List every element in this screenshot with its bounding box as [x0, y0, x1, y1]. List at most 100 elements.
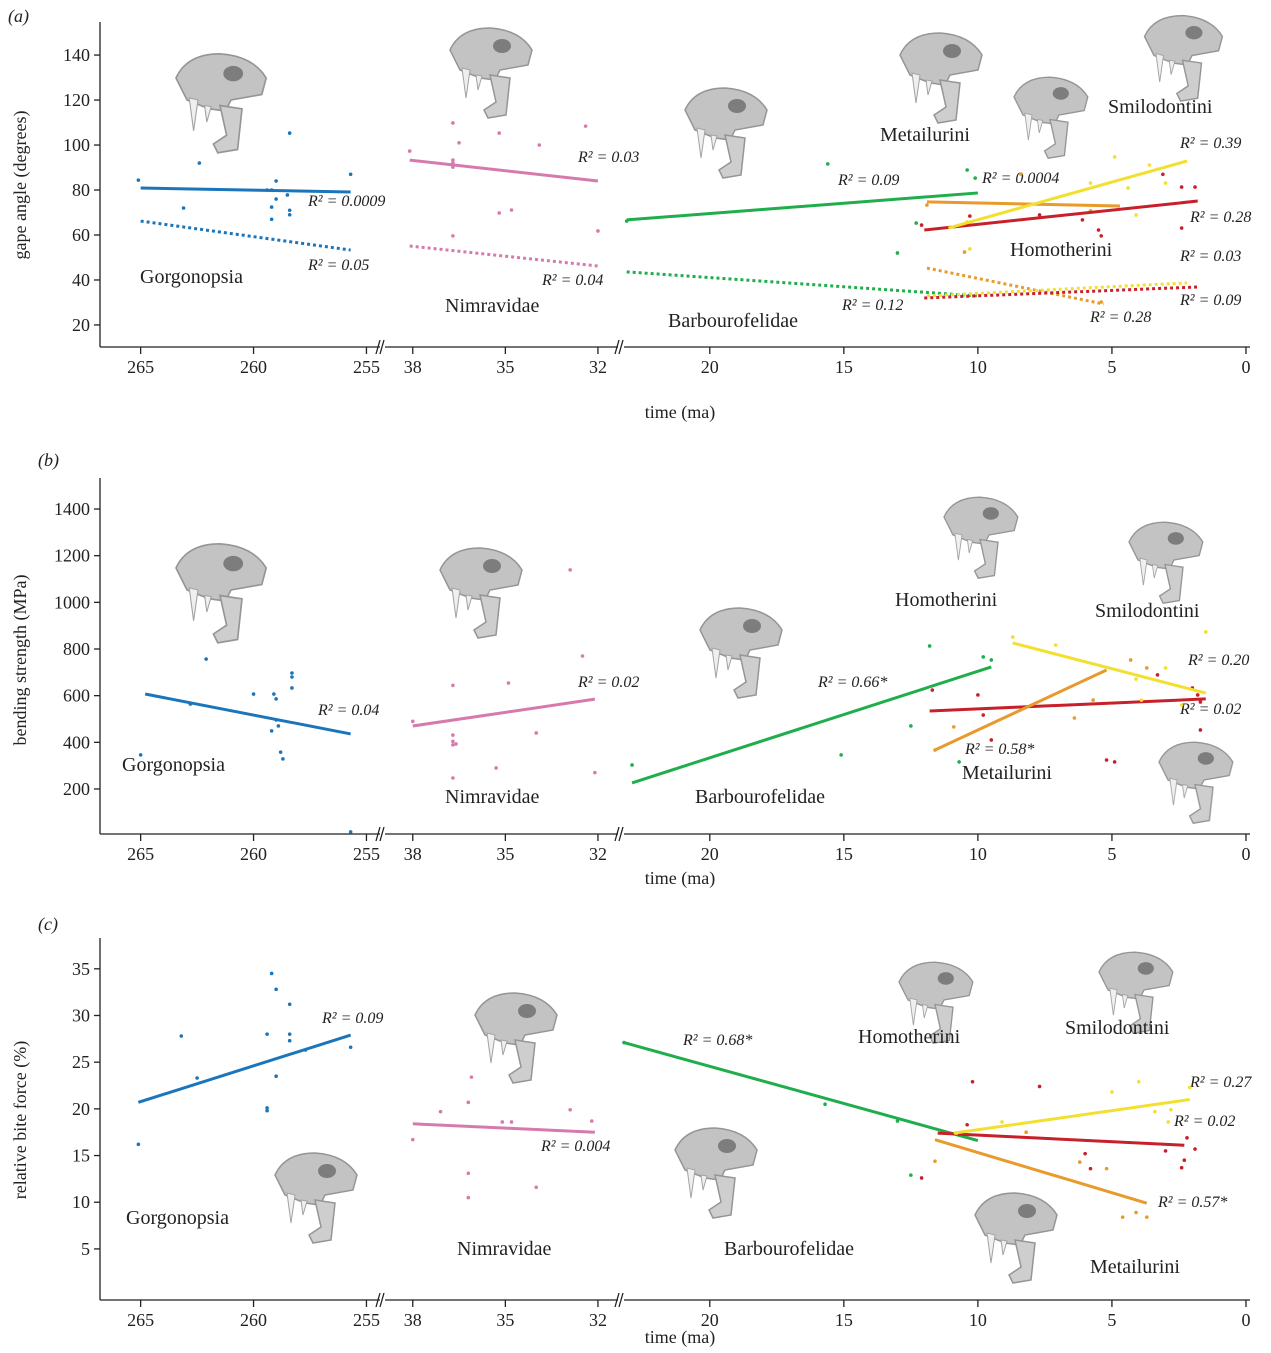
x-tick-label: 0 — [1241, 357, 1250, 377]
data-point — [274, 718, 278, 722]
data-point — [274, 179, 278, 183]
data-point — [1136, 1079, 1141, 1084]
r-squared-label: R² = 0.58* — [964, 741, 1034, 758]
axis-break — [618, 826, 624, 842]
data-point — [410, 1137, 415, 1142]
fit-line — [623, 1041, 979, 1143]
data-point — [537, 143, 542, 147]
data-point — [1099, 234, 1104, 238]
r-squared-label: R² = 0.12 — [841, 297, 903, 314]
data-point — [269, 188, 274, 192]
data-point — [285, 193, 290, 197]
data-point — [1037, 213, 1042, 217]
data-point — [454, 742, 458, 746]
data-point — [976, 693, 980, 697]
data-point — [954, 1131, 959, 1135]
axis-break — [379, 1292, 385, 1308]
data-point — [265, 1106, 269, 1110]
r-squared-label: R² = 0.66* — [817, 674, 887, 691]
data-point — [593, 770, 597, 775]
x-tick-label: 260 — [240, 1310, 267, 1330]
y-tick-label: 10 — [72, 1192, 90, 1212]
data-point — [534, 1185, 539, 1190]
data-point — [274, 697, 278, 701]
y-tick-label: 120 — [63, 90, 90, 110]
x-tick-label: 255 — [353, 844, 380, 864]
data-point — [1185, 1136, 1189, 1140]
group-name: Homotherini — [895, 589, 998, 611]
data-point — [272, 692, 276, 696]
fit-line — [934, 668, 1108, 752]
group-name: Nimravidae — [445, 786, 540, 808]
data-point — [1147, 163, 1152, 167]
r-squared-label: R² = 0.20 — [1187, 652, 1249, 669]
data-point — [568, 1108, 572, 1112]
data-point — [466, 1195, 471, 1200]
x-tick-label: 32 — [589, 357, 607, 377]
data-point — [1000, 1120, 1004, 1124]
data-point — [933, 1159, 937, 1163]
data-point — [348, 1045, 353, 1050]
y-tick-label: 5 — [81, 1239, 90, 1259]
x-tick-label: 15 — [835, 1310, 853, 1330]
x-axis-title: time (ma) — [645, 868, 715, 889]
x-tick-label: 20 — [701, 357, 719, 377]
data-point — [1096, 228, 1101, 232]
group-name: Smilodontini — [1095, 600, 1200, 622]
x-tick-label: 0 — [1241, 1310, 1250, 1330]
data-point — [823, 1102, 827, 1107]
y-tick-label: 600 — [63, 686, 90, 706]
data-point — [583, 124, 588, 128]
x-axis-title: time (ma) — [645, 402, 715, 423]
axis-break — [614, 1292, 620, 1308]
data-point — [1088, 181, 1093, 185]
data-point — [1110, 1090, 1114, 1094]
r-squared-label: R² = 0.03 — [1179, 248, 1241, 265]
data-point — [179, 1034, 184, 1038]
r-squared-label: R² = 0.09 — [321, 1010, 383, 1027]
data-point — [290, 671, 294, 675]
axis-break — [614, 339, 620, 355]
data-point — [1163, 1149, 1168, 1153]
y-tick-label: 100 — [63, 135, 90, 155]
axis-break — [379, 339, 385, 355]
axis-break — [379, 826, 385, 842]
data-point — [957, 760, 961, 764]
y-tick-label: 40 — [72, 270, 90, 290]
data-point — [509, 1120, 514, 1124]
data-point — [1037, 1084, 1042, 1089]
data-point — [1179, 226, 1184, 230]
y-axis-title: relative bite force (%) — [10, 1041, 31, 1199]
data-point — [506, 681, 511, 685]
data-point — [589, 1119, 594, 1123]
data-point — [497, 211, 501, 215]
data-point — [1198, 728, 1203, 732]
data-point — [195, 1076, 199, 1080]
y-tick-label: 20 — [72, 1099, 90, 1119]
data-point — [287, 1002, 292, 1007]
fit-line — [934, 1138, 1148, 1205]
fit-line — [926, 266, 1105, 306]
data-point — [287, 208, 292, 213]
fit-line — [926, 281, 1188, 298]
data-point — [580, 654, 585, 658]
data-point — [1083, 1151, 1087, 1156]
x-tick-label: 35 — [496, 1310, 514, 1330]
fit-line — [144, 692, 351, 736]
data-point — [989, 658, 994, 662]
data-point — [951, 725, 956, 729]
data-point — [438, 1109, 443, 1114]
data-point — [1112, 760, 1117, 764]
data-point — [1179, 1165, 1184, 1170]
data-point — [1088, 1166, 1093, 1171]
r-squared-label: R² = 0.27 — [1189, 1074, 1252, 1091]
data-point — [1134, 213, 1138, 217]
data-point — [965, 220, 969, 224]
data-point — [451, 743, 455, 747]
axis-break — [618, 339, 624, 355]
y-tick-label: 1400 — [54, 499, 90, 519]
data-point — [1163, 181, 1168, 185]
fit-line — [626, 191, 978, 222]
group-name: Gorgonopsia — [140, 266, 243, 288]
